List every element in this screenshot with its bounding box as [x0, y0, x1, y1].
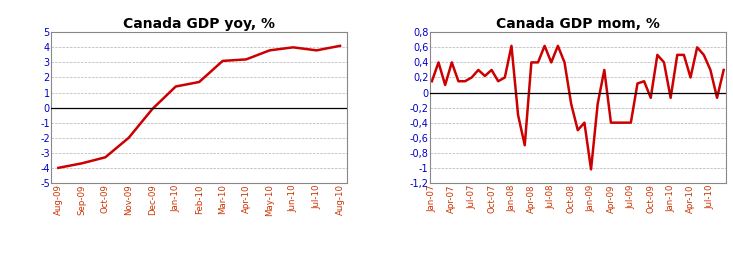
Title: Canada GDP yoy, %: Canada GDP yoy, % [123, 17, 275, 31]
Title: Canada GDP mom, %: Canada GDP mom, % [496, 17, 660, 31]
